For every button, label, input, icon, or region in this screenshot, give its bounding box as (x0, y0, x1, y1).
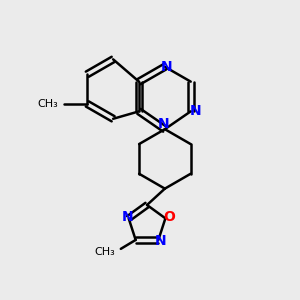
Text: N: N (155, 234, 167, 248)
Text: N: N (158, 117, 169, 131)
Text: N: N (189, 104, 201, 118)
Text: CH₃: CH₃ (94, 247, 115, 257)
Text: O: O (163, 210, 175, 224)
Text: CH₃: CH₃ (38, 99, 58, 109)
Text: N: N (122, 210, 133, 224)
Text: N: N (160, 60, 172, 74)
